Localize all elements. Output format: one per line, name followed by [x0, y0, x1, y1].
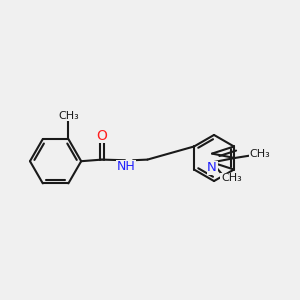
Text: CH₃: CH₃: [221, 173, 242, 183]
Text: CH₃: CH₃: [250, 149, 270, 159]
Text: CH₃: CH₃: [58, 111, 79, 121]
Text: O: O: [97, 129, 107, 142]
Text: N: N: [207, 161, 217, 174]
Text: NH: NH: [116, 160, 135, 173]
